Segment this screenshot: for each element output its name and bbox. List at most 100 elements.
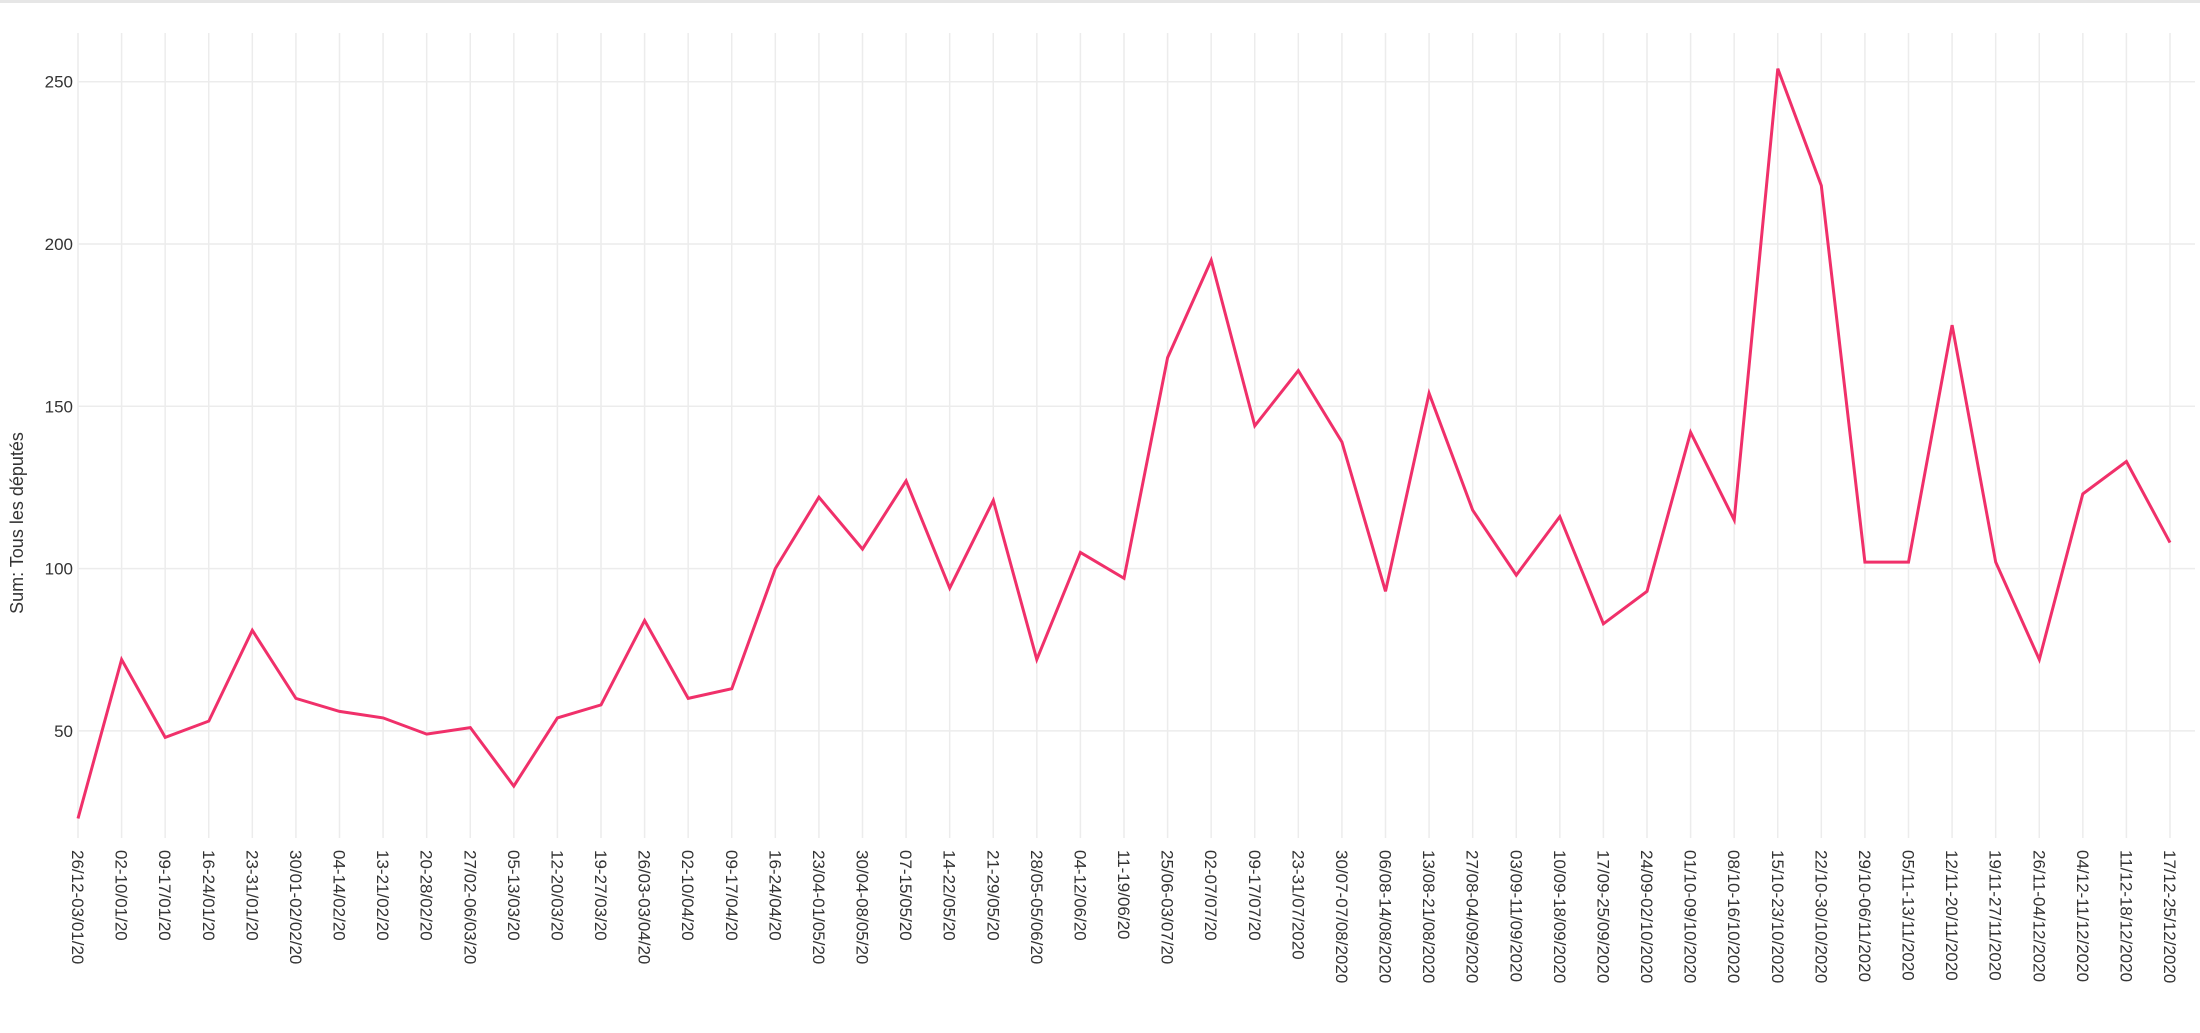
x-tick-label: 16-24/01/20 (199, 850, 218, 941)
x-tick-label: 15/10-23/10/2020 (1768, 850, 1787, 983)
x-tick-label: 19-27/03/20 (591, 850, 610, 941)
data-point[interactable] (1166, 356, 1170, 360)
x-tick-label: 09-17/01/20 (155, 850, 174, 941)
y-tick-label: 50 (54, 722, 73, 741)
x-tick-label: 17/12-25/12/2020 (2160, 850, 2179, 983)
data-point[interactable] (1689, 430, 1693, 434)
data-point[interactable] (904, 479, 908, 483)
data-point[interactable] (2081, 492, 2085, 496)
x-tick-label: 02-07/07/20 (1201, 850, 1220, 941)
x-tick-label: 13/08-21/08/2020 (1419, 850, 1438, 983)
data-point[interactable] (1296, 369, 1300, 373)
x-tick-label: 26/12-03/01/20 (68, 850, 87, 964)
x-tick-label: 05-13/03/20 (504, 850, 523, 941)
x-tick-label: 04/12-11/12/2020 (2073, 850, 2092, 982)
x-tick-label: 09-17/04/20 (722, 850, 741, 941)
x-tick-label: 01/10-09/10/2020 (1681, 850, 1700, 983)
x-tick-label: 29/10-06/11/2020 (1855, 850, 1874, 982)
data-point[interactable] (1253, 424, 1257, 428)
x-tick-label: 13-21/02/20 (373, 850, 392, 941)
x-tick-label: 27/08-04/09/2020 (1463, 850, 1482, 983)
x-tick-label: 07-15/05/20 (896, 850, 915, 941)
data-point[interactable] (2168, 541, 2172, 545)
data-point[interactable] (207, 719, 211, 723)
data-point[interactable] (1776, 67, 1780, 71)
data-point[interactable] (948, 586, 952, 590)
data-point[interactable] (1078, 550, 1082, 554)
data-point[interactable] (1427, 391, 1431, 395)
data-point[interactable] (1035, 657, 1039, 661)
data-point[interactable] (817, 495, 821, 499)
series-layer (76, 67, 2172, 821)
data-point[interactable] (1732, 518, 1736, 522)
x-tick-label: 30/01-02/02/20 (286, 850, 305, 964)
data-point[interactable] (1645, 589, 1649, 593)
y-tick-label: 100 (45, 560, 73, 579)
x-axis-ticks: 26/12-03/01/20 02-10/01/20 09-17/01/20 16-2… (68, 850, 2179, 983)
data-point[interactable] (512, 784, 516, 788)
data-point[interactable] (1384, 589, 1388, 593)
data-point[interactable] (861, 547, 865, 551)
data-point[interactable] (686, 696, 690, 700)
data-point[interactable] (76, 817, 80, 821)
data-point[interactable] (468, 726, 472, 730)
y-tick-label: 150 (45, 397, 73, 416)
x-tick-label: 05/11-13/11/2020 (1899, 850, 1918, 981)
data-point[interactable] (1340, 440, 1344, 444)
x-tick-label: 12-20/03/20 (547, 850, 566, 941)
data-point[interactable] (1558, 515, 1562, 519)
data-point[interactable] (1471, 508, 1475, 512)
data-point[interactable] (1863, 560, 1867, 564)
data-point[interactable] (773, 567, 777, 571)
data-point[interactable] (163, 735, 167, 739)
x-tick-label: 19/11-27/11/2020 (1986, 850, 2005, 981)
data-point[interactable] (1209, 258, 1213, 262)
data-point[interactable] (991, 498, 995, 502)
x-tick-label: 16-24/04/20 (765, 850, 784, 941)
x-tick-label: 04-12/06/20 (1070, 850, 1089, 941)
data-point[interactable] (1819, 184, 1823, 188)
data-point[interactable] (555, 716, 559, 720)
x-tick-label: 27/02-06/03/20 (460, 850, 479, 964)
data-point[interactable] (2037, 657, 2041, 661)
x-tick-label: 26/11-04/12/2020 (2029, 850, 2048, 982)
data-point[interactable] (2124, 459, 2128, 463)
x-tick-label: 02-10/04/20 (678, 850, 697, 941)
series-line (76, 68, 2172, 819)
y-axis-title: Sum: Tous les députés (7, 432, 27, 614)
x-tick-label: 30/04-08/05/20 (853, 850, 872, 964)
data-point[interactable] (730, 687, 734, 691)
grid-layer (77, 33, 2195, 838)
line-chart: 50 100 150 200 250 26/12-03/01/20 02-10/01/20… (7, 33, 2195, 983)
data-point[interactable] (120, 657, 124, 661)
data-point[interactable] (294, 696, 298, 700)
data-point[interactable] (1950, 323, 1954, 327)
x-tick-label: 20-28/02/20 (417, 850, 436, 941)
x-tick-label: 23-31/01/20 (242, 850, 261, 941)
x-tick-label: 30/07-07/08/2020 (1332, 850, 1351, 983)
x-tick-label: 04-14/02/20 (330, 850, 349, 941)
x-tick-label: 11-19/06/20 (1114, 850, 1133, 939)
data-point[interactable] (1514, 573, 1518, 577)
data-point[interactable] (643, 619, 647, 623)
data-point[interactable] (381, 716, 385, 720)
data-point[interactable] (250, 628, 254, 632)
x-tick-label: 28/05-05/06/20 (1027, 850, 1046, 964)
x-tick-label: 11/12-18/12/2020 (2116, 850, 2135, 982)
x-tick-label: 02-10/01/20 (112, 850, 131, 941)
y-axis-ticks: 50 100 150 200 250 (45, 73, 73, 741)
data-point[interactable] (1907, 560, 1911, 564)
x-tick-label: 03/09-11/09/2020 (1506, 850, 1525, 982)
y-tick-label: 200 (45, 235, 73, 254)
data-point[interactable] (338, 709, 342, 713)
data-point[interactable] (1994, 560, 1998, 564)
data-point[interactable] (1122, 576, 1126, 580)
data-point[interactable] (425, 732, 429, 736)
x-tick-label: 24/09-02/10/2020 (1637, 850, 1656, 983)
data-point[interactable] (1601, 622, 1605, 626)
x-tick-label: 25/06-03/07/20 (1158, 850, 1177, 964)
x-tick-label: 06/08-14/08/2020 (1376, 850, 1395, 983)
x-tick-label: 21-29/05/20 (983, 850, 1002, 941)
data-point[interactable] (599, 703, 603, 707)
